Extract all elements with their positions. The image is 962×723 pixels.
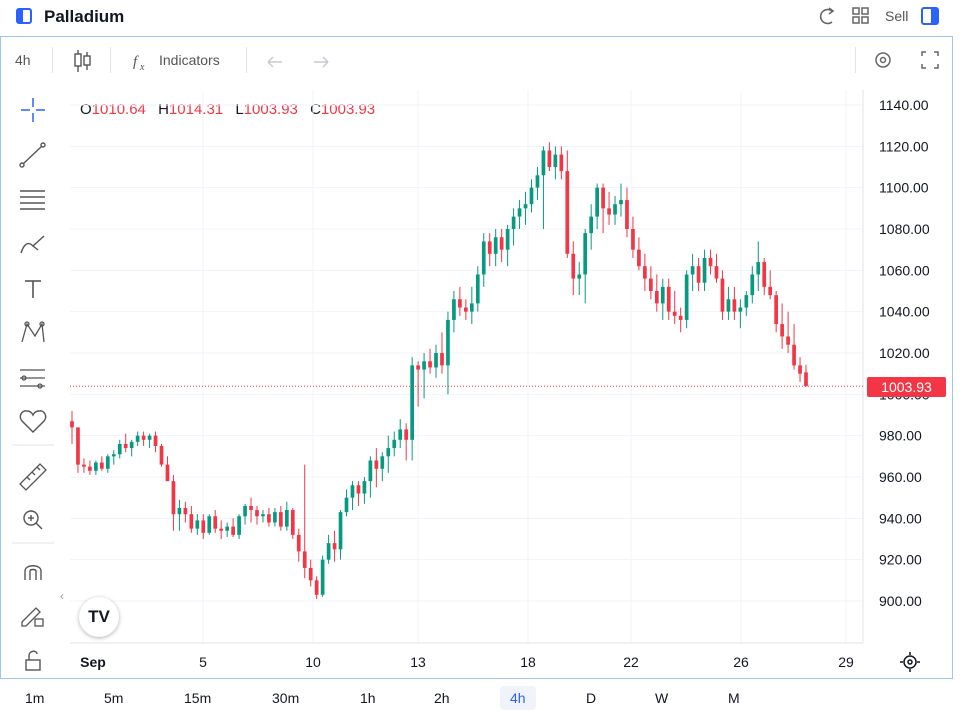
tradingview-logo[interactable]: TV (79, 597, 119, 637)
chart-frame (0, 36, 953, 679)
open-label: O (80, 101, 92, 118)
symbol-title[interactable]: Palladium (44, 7, 125, 26)
high-label: H (158, 101, 169, 118)
indicators-button[interactable]: Indicators (159, 52, 220, 68)
timeframe-d[interactable]: D (586, 690, 597, 706)
last-price-tag: 1003.93 (867, 377, 946, 397)
timeframe-w[interactable]: W (655, 690, 669, 706)
close-value: 1003.93 (320, 101, 376, 118)
collapse-chevron-icon: ‹ (60, 589, 64, 603)
refresh-icon[interactable] (819, 7, 835, 25)
grid-icon[interactable] (852, 7, 869, 24)
pattern-icon[interactable] (21, 321, 45, 343)
low-label: L (235, 101, 244, 118)
low-value: 1003.93 (243, 101, 298, 118)
timeframe-4h[interactable]: 4h (500, 686, 536, 710)
fib-icon[interactable] (20, 190, 45, 210)
brush-icon[interactable] (20, 235, 45, 254)
magnet-icon[interactable] (24, 565, 42, 580)
forecast-icon[interactable] (20, 369, 45, 389)
toolbar-divider (855, 47, 856, 73)
heart-icon[interactable] (19, 410, 47, 433)
top-bar: Palladium Sell (0, 0, 962, 34)
lock-pencil-icon[interactable] (21, 607, 44, 627)
text-icon[interactable] (25, 280, 41, 298)
zoom-icon[interactable] (23, 510, 43, 530)
crosshair-icon[interactable] (21, 98, 45, 122)
close-label: C (310, 101, 321, 118)
ohlc-legend: O1010.64 H1014.31 L1003.93 C1003.93 (80, 101, 383, 118)
timeframe-m[interactable]: M (728, 690, 740, 706)
timeframe-30m[interactable]: 30m (272, 690, 300, 706)
timeframe-1m[interactable]: 1m (25, 690, 45, 706)
toolbar-divider (246, 47, 247, 73)
left-toolbar: ‹ (12, 98, 64, 671)
toolbar-divider (52, 47, 53, 73)
interval-button[interactable]: 4h (15, 52, 31, 68)
ruler-icon[interactable] (19, 463, 47, 491)
timeframe-15m[interactable]: 15m (184, 690, 212, 706)
sell-button[interactable]: Sell (885, 8, 909, 24)
toolbar-divider (110, 47, 111, 73)
open-value: 1010.64 (91, 101, 146, 118)
lock-icon[interactable] (25, 650, 41, 671)
timeframe-2h[interactable]: 2h (434, 690, 450, 706)
timeframe-5m[interactable]: 5m (104, 690, 124, 706)
panel-icon[interactable] (921, 7, 939, 25)
trendline-icon[interactable] (19, 142, 46, 168)
top-bar-icons (819, 7, 869, 25)
high-value: 1014.31 (168, 101, 224, 118)
symbol-panel-icon[interactable] (16, 8, 32, 24)
timeframe-1h[interactable]: 1h (360, 690, 376, 706)
